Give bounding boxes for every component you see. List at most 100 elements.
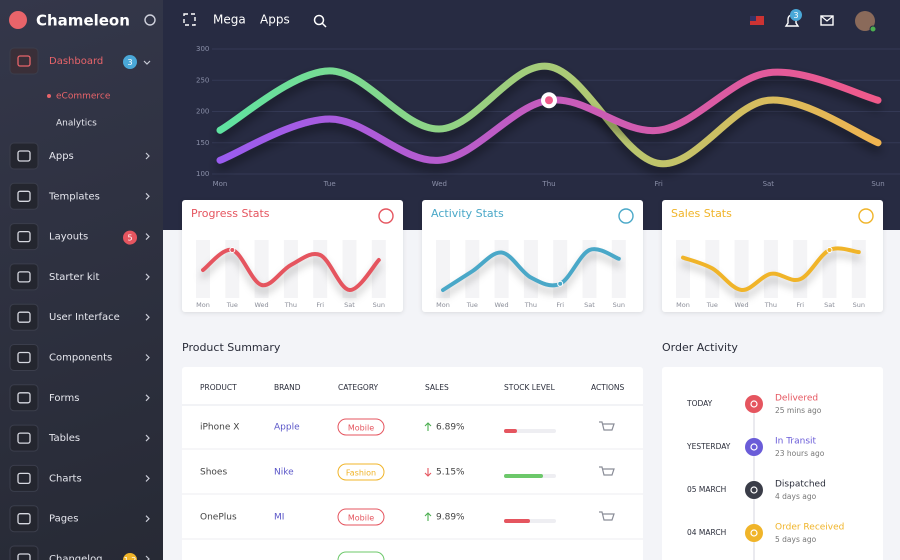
menu-icon-box[interactable]	[9, 545, 39, 560]
menu-item[interactable]: Starter kit	[49, 272, 99, 283]
flag-icon[interactable]	[750, 16, 764, 25]
chevron	[145, 434, 150, 442]
event-date: TODAY	[686, 399, 713, 408]
settings-icon[interactable]	[144, 14, 156, 26]
top-link[interactable]: Mega	[213, 13, 246, 27]
menu-item[interactable]: Charts	[49, 473, 82, 484]
menu-icon-box[interactable]	[9, 263, 39, 291]
x-tick-label: Fri	[796, 301, 804, 309]
card-icon[interactable]	[378, 208, 394, 224]
card-icon[interactable]	[858, 208, 874, 224]
notification-count: 3	[793, 11, 798, 20]
category-text: Mobile	[348, 514, 374, 523]
table-card	[182, 367, 643, 560]
backdrop-bar	[254, 240, 269, 298]
event-time: 4 days ago	[775, 492, 817, 501]
x-tick-label: Tue	[226, 301, 238, 309]
top-link[interactable]: Apps	[260, 13, 290, 27]
menu-icon	[17, 150, 31, 162]
column-header: PRODUCT	[200, 383, 237, 392]
fullscreen-icon[interactable]	[183, 13, 196, 26]
menu-item[interactable]: Components	[49, 353, 112, 364]
x-tick-label: Wed	[735, 301, 749, 309]
card-title: Progress Stats	[191, 207, 270, 220]
category-pill	[337, 508, 385, 526]
menu-icon-box[interactable]	[9, 505, 39, 533]
menu-icon-box[interactable]	[9, 424, 39, 452]
x-tick-label: Sun	[373, 301, 385, 309]
event-date: 05 MARCH	[687, 485, 726, 494]
menu-item[interactable]: Changelog	[49, 554, 103, 560]
chevron	[145, 233, 150, 241]
category-pill	[337, 418, 385, 436]
y-tick-label: 150	[196, 139, 209, 147]
backdrop-bar	[676, 240, 690, 298]
x-tick-label: Wed	[495, 301, 509, 309]
card-icon[interactable]	[618, 208, 634, 224]
menu-item[interactable]: Layouts	[49, 232, 88, 243]
backdrop-bar	[494, 240, 509, 298]
menu-icon	[17, 392, 31, 404]
menu-icon-box[interactable]	[9, 182, 39, 210]
submenu-item[interactable]: Analytics	[56, 119, 97, 129]
menu-icon-box[interactable]	[9, 384, 39, 412]
event-status: Dispatched	[775, 480, 826, 490]
online-dot	[869, 25, 877, 33]
flag-canton	[750, 16, 756, 21]
menu-item[interactable]: Apps	[49, 151, 74, 162]
search-icon[interactable]	[313, 14, 325, 26]
menu-badge	[123, 55, 137, 69]
menu-icon-box[interactable]	[9, 47, 39, 75]
menu-item[interactable]: Templates	[48, 191, 100, 202]
y-tick-label: 200	[196, 108, 209, 116]
backdrop-bar	[371, 240, 386, 298]
y-tick-label: 100	[196, 170, 209, 178]
menu-icon	[17, 55, 31, 67]
card-title: Sales Stats	[671, 207, 732, 220]
x-tick-label: Tue	[466, 301, 478, 309]
menu-icon-box[interactable]	[9, 223, 39, 251]
menu-icon-box[interactable]	[9, 303, 39, 331]
avatar[interactable]	[855, 11, 875, 31]
chevron	[145, 273, 150, 281]
category-pill	[337, 463, 385, 481]
cart-icon[interactable]	[599, 421, 615, 431]
x-tick-label: Sat	[763, 180, 775, 188]
y-tick-label: 250	[196, 76, 209, 84]
menu-icon-box[interactable]	[9, 464, 39, 492]
event-time: 25 mins ago	[775, 406, 822, 415]
cart-icon[interactable]	[599, 466, 615, 476]
mail-icon[interactable]	[820, 15, 834, 26]
x-tick-label: Thu	[524, 301, 537, 309]
section-title: Order Activity	[662, 341, 738, 354]
event-dot-icon	[750, 529, 758, 537]
menu-item[interactable]: Forms	[49, 393, 79, 404]
brand-name: Chameleon	[36, 12, 130, 30]
section-title: Product Summary	[182, 341, 281, 354]
x-tick-label: Mon	[213, 180, 228, 188]
chevron	[145, 152, 150, 160]
stock-bar	[504, 474, 543, 478]
menu-item[interactable]: Tables	[48, 433, 80, 444]
stock-bar	[504, 429, 517, 433]
column-header: ACTIONS	[591, 383, 625, 392]
brand-name: Apple	[274, 423, 300, 433]
event-dot	[745, 395, 763, 413]
submenu-item[interactable]: eCommerce	[56, 92, 111, 102]
menu-item[interactable]: Pages	[49, 514, 78, 525]
x-tick-label: Fri	[556, 301, 564, 309]
menu-icon-box[interactable]	[9, 344, 39, 371]
menu-icon	[17, 311, 31, 323]
menu-item[interactable]: User Interface	[49, 312, 120, 323]
submenu-dot	[47, 94, 51, 98]
menu-icon-box[interactable]	[9, 142, 39, 170]
backdrop-bar	[734, 240, 749, 298]
column-header: STOCK LEVEL	[504, 383, 556, 392]
card-title: Activity Stats	[431, 207, 504, 220]
event-time: 23 hours ago	[775, 449, 825, 458]
menu-item[interactable]: Dashboard	[49, 56, 103, 67]
cart-icon[interactable]	[599, 511, 615, 521]
menu-badge	[123, 553, 137, 560]
column-header: CATEGORY	[338, 383, 379, 392]
backdrop-bar	[763, 240, 778, 298]
